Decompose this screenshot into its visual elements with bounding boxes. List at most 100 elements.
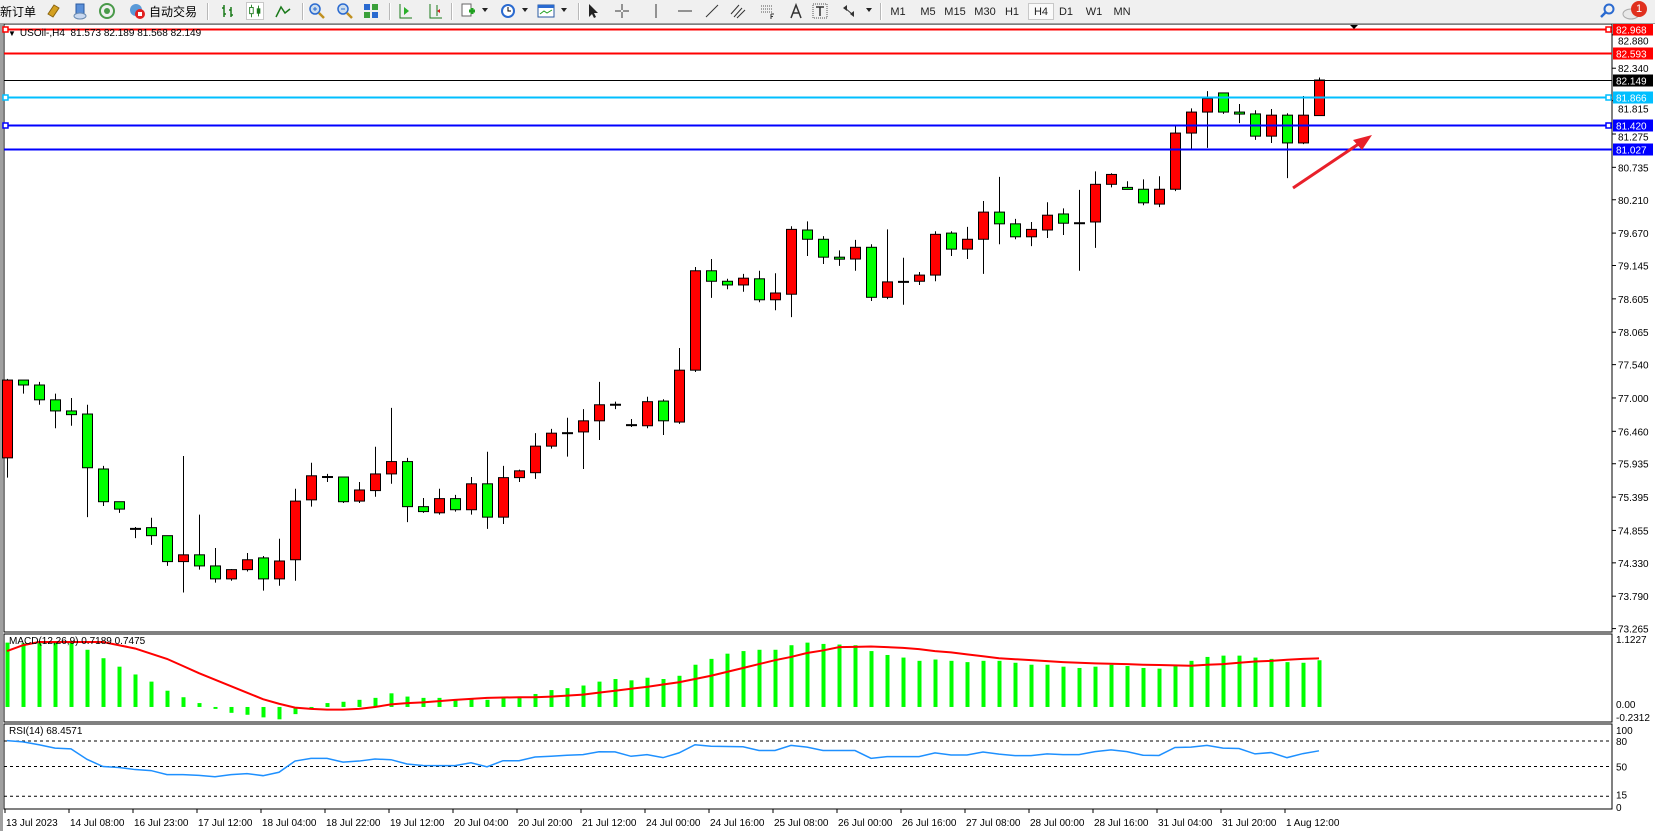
periods-dropdown-icon[interactable]	[522, 8, 528, 12]
chart-title: ▼ USOil-,H4 81.573 82.189 81.568 82.149	[8, 28, 201, 39]
level-marker-right	[1605, 26, 1612, 33]
candle	[354, 481, 365, 503]
fibonacci-icon[interactable]	[759, 2, 777, 20]
line-chart-icon[interactable]	[274, 2, 292, 20]
macd-histogram-bar	[565, 688, 570, 707]
auto-trading-button[interactable]: 自动交易	[148, 2, 198, 20]
macd-histogram-bar	[37, 641, 42, 707]
text-label-icon[interactable]	[811, 2, 829, 20]
arrows-icon[interactable]	[840, 2, 858, 20]
candle	[482, 451, 493, 529]
macd-histogram-bar	[597, 681, 602, 707]
candle-body-up	[530, 445, 541, 474]
candle	[610, 401, 621, 410]
timeframe-m1[interactable]: M1	[890, 5, 906, 18]
candle-body-up	[1298, 114, 1309, 144]
candle	[290, 488, 301, 581]
trendline-icon[interactable]	[703, 2, 721, 20]
candle	[738, 273, 749, 292]
market-watch-icon[interactable]	[44, 2, 62, 20]
macd-histogram-bar	[1221, 655, 1226, 707]
candle-body-up	[274, 560, 285, 580]
macd-histogram-bar	[69, 642, 74, 707]
time-axis-label: 31 Jul 20:00	[1222, 818, 1277, 829]
arrows-dropdown-icon[interactable]	[866, 8, 872, 12]
auto-scroll-icon[interactable]	[396, 2, 414, 20]
timeframe-h1[interactable]: H1	[1004, 5, 1020, 18]
price-tick-label: 74.855	[1618, 526, 1649, 537]
indicators-dropdown-icon[interactable]	[482, 8, 488, 12]
macd-histogram-bar	[101, 658, 106, 707]
candle-body-down	[98, 468, 109, 503]
timeframe-h4[interactable]: H4	[1028, 3, 1054, 20]
macd-label: MACD(12,26,9) 0.7189 0.7475	[9, 636, 146, 647]
new-order-button[interactable]: 新订单	[0, 2, 36, 20]
candle	[18, 379, 29, 394]
timeframe-d1[interactable]: D1	[1058, 5, 1074, 18]
timeframe-m5[interactable]: M5	[920, 5, 936, 18]
time-axis-label: 24 Jul 16:00	[710, 818, 765, 829]
macd-histogram-bar	[485, 699, 490, 707]
equidistant-channel-icon[interactable]	[729, 2, 747, 20]
periods-icon[interactable]	[499, 2, 517, 20]
macd-histogram-bar	[1205, 656, 1210, 707]
candle	[98, 465, 109, 507]
macd-histogram-bar	[373, 697, 378, 707]
candle	[418, 498, 429, 513]
search-icon[interactable]	[1598, 2, 1616, 20]
candle-doji	[898, 280, 909, 283]
vertical-line-icon[interactable]	[647, 2, 665, 20]
macd-histogram-bar	[149, 681, 154, 707]
indicators-icon[interactable]	[459, 2, 477, 20]
templates-dropdown-icon[interactable]	[561, 8, 567, 12]
candle-body-down	[946, 232, 957, 250]
macd-histogram-bar	[1317, 660, 1322, 707]
crosshair-icon[interactable]	[613, 2, 631, 20]
candle-body-down	[338, 476, 349, 503]
candle	[978, 200, 989, 274]
toolbar-separator	[302, 3, 304, 20]
rsi-label: RSI(14) 68.4571	[9, 726, 83, 737]
candle-body-down	[194, 554, 205, 567]
tile-windows-icon[interactable]	[362, 2, 380, 20]
macd-histogram-bar	[1173, 664, 1178, 707]
bar-chart-icon[interactable]	[219, 2, 237, 20]
timeframe-m30[interactable]: M30	[974, 5, 996, 18]
chart-menu-triangle-icon[interactable]: ▼	[8, 29, 16, 38]
candle	[1154, 176, 1165, 208]
timeframe-m15[interactable]: M15	[944, 5, 966, 18]
navigator-icon[interactable]	[98, 2, 116, 20]
cursor-icon[interactable]	[584, 2, 602, 20]
macd-histogram-bar	[1157, 668, 1162, 707]
data-window-icon[interactable]	[71, 2, 89, 20]
candle	[162, 535, 173, 566]
candle-body-up	[370, 473, 381, 492]
price-tick-label: 77.000	[1618, 394, 1649, 405]
macd-histogram-bar	[357, 699, 362, 707]
candle-body-down	[34, 384, 45, 401]
notification-badge[interactable]: 1	[1631, 1, 1647, 17]
zoom-in-icon[interactable]	[308, 2, 326, 20]
candle-body-up	[642, 401, 653, 427]
horizontal-line-icon[interactable]	[676, 2, 694, 20]
zoom-out-icon[interactable]	[336, 2, 354, 20]
timeframe-w1[interactable]: W1	[1085, 5, 1103, 18]
candle	[834, 250, 845, 266]
candle-body-up	[882, 281, 893, 298]
templates-icon[interactable]	[537, 2, 555, 20]
candle	[146, 517, 157, 545]
rsi-axis-label: 0	[1616, 803, 1622, 814]
chart-title-text: USOil-,H4 81.573 82.189 81.568 82.149	[19, 28, 202, 39]
macd-histogram-bar	[309, 706, 314, 709]
candle	[1186, 108, 1197, 151]
candle	[786, 226, 797, 318]
macd-histogram-bar	[85, 649, 90, 707]
chart-shift-icon[interactable]	[426, 2, 444, 20]
level-marker-left	[2, 94, 9, 101]
text-icon[interactable]	[787, 2, 805, 20]
candlestick-icon[interactable]	[246, 2, 264, 20]
auto-trading-icon[interactable]	[128, 2, 146, 20]
candle	[434, 488, 445, 515]
timeframe-mn[interactable]: MN	[1113, 5, 1131, 18]
